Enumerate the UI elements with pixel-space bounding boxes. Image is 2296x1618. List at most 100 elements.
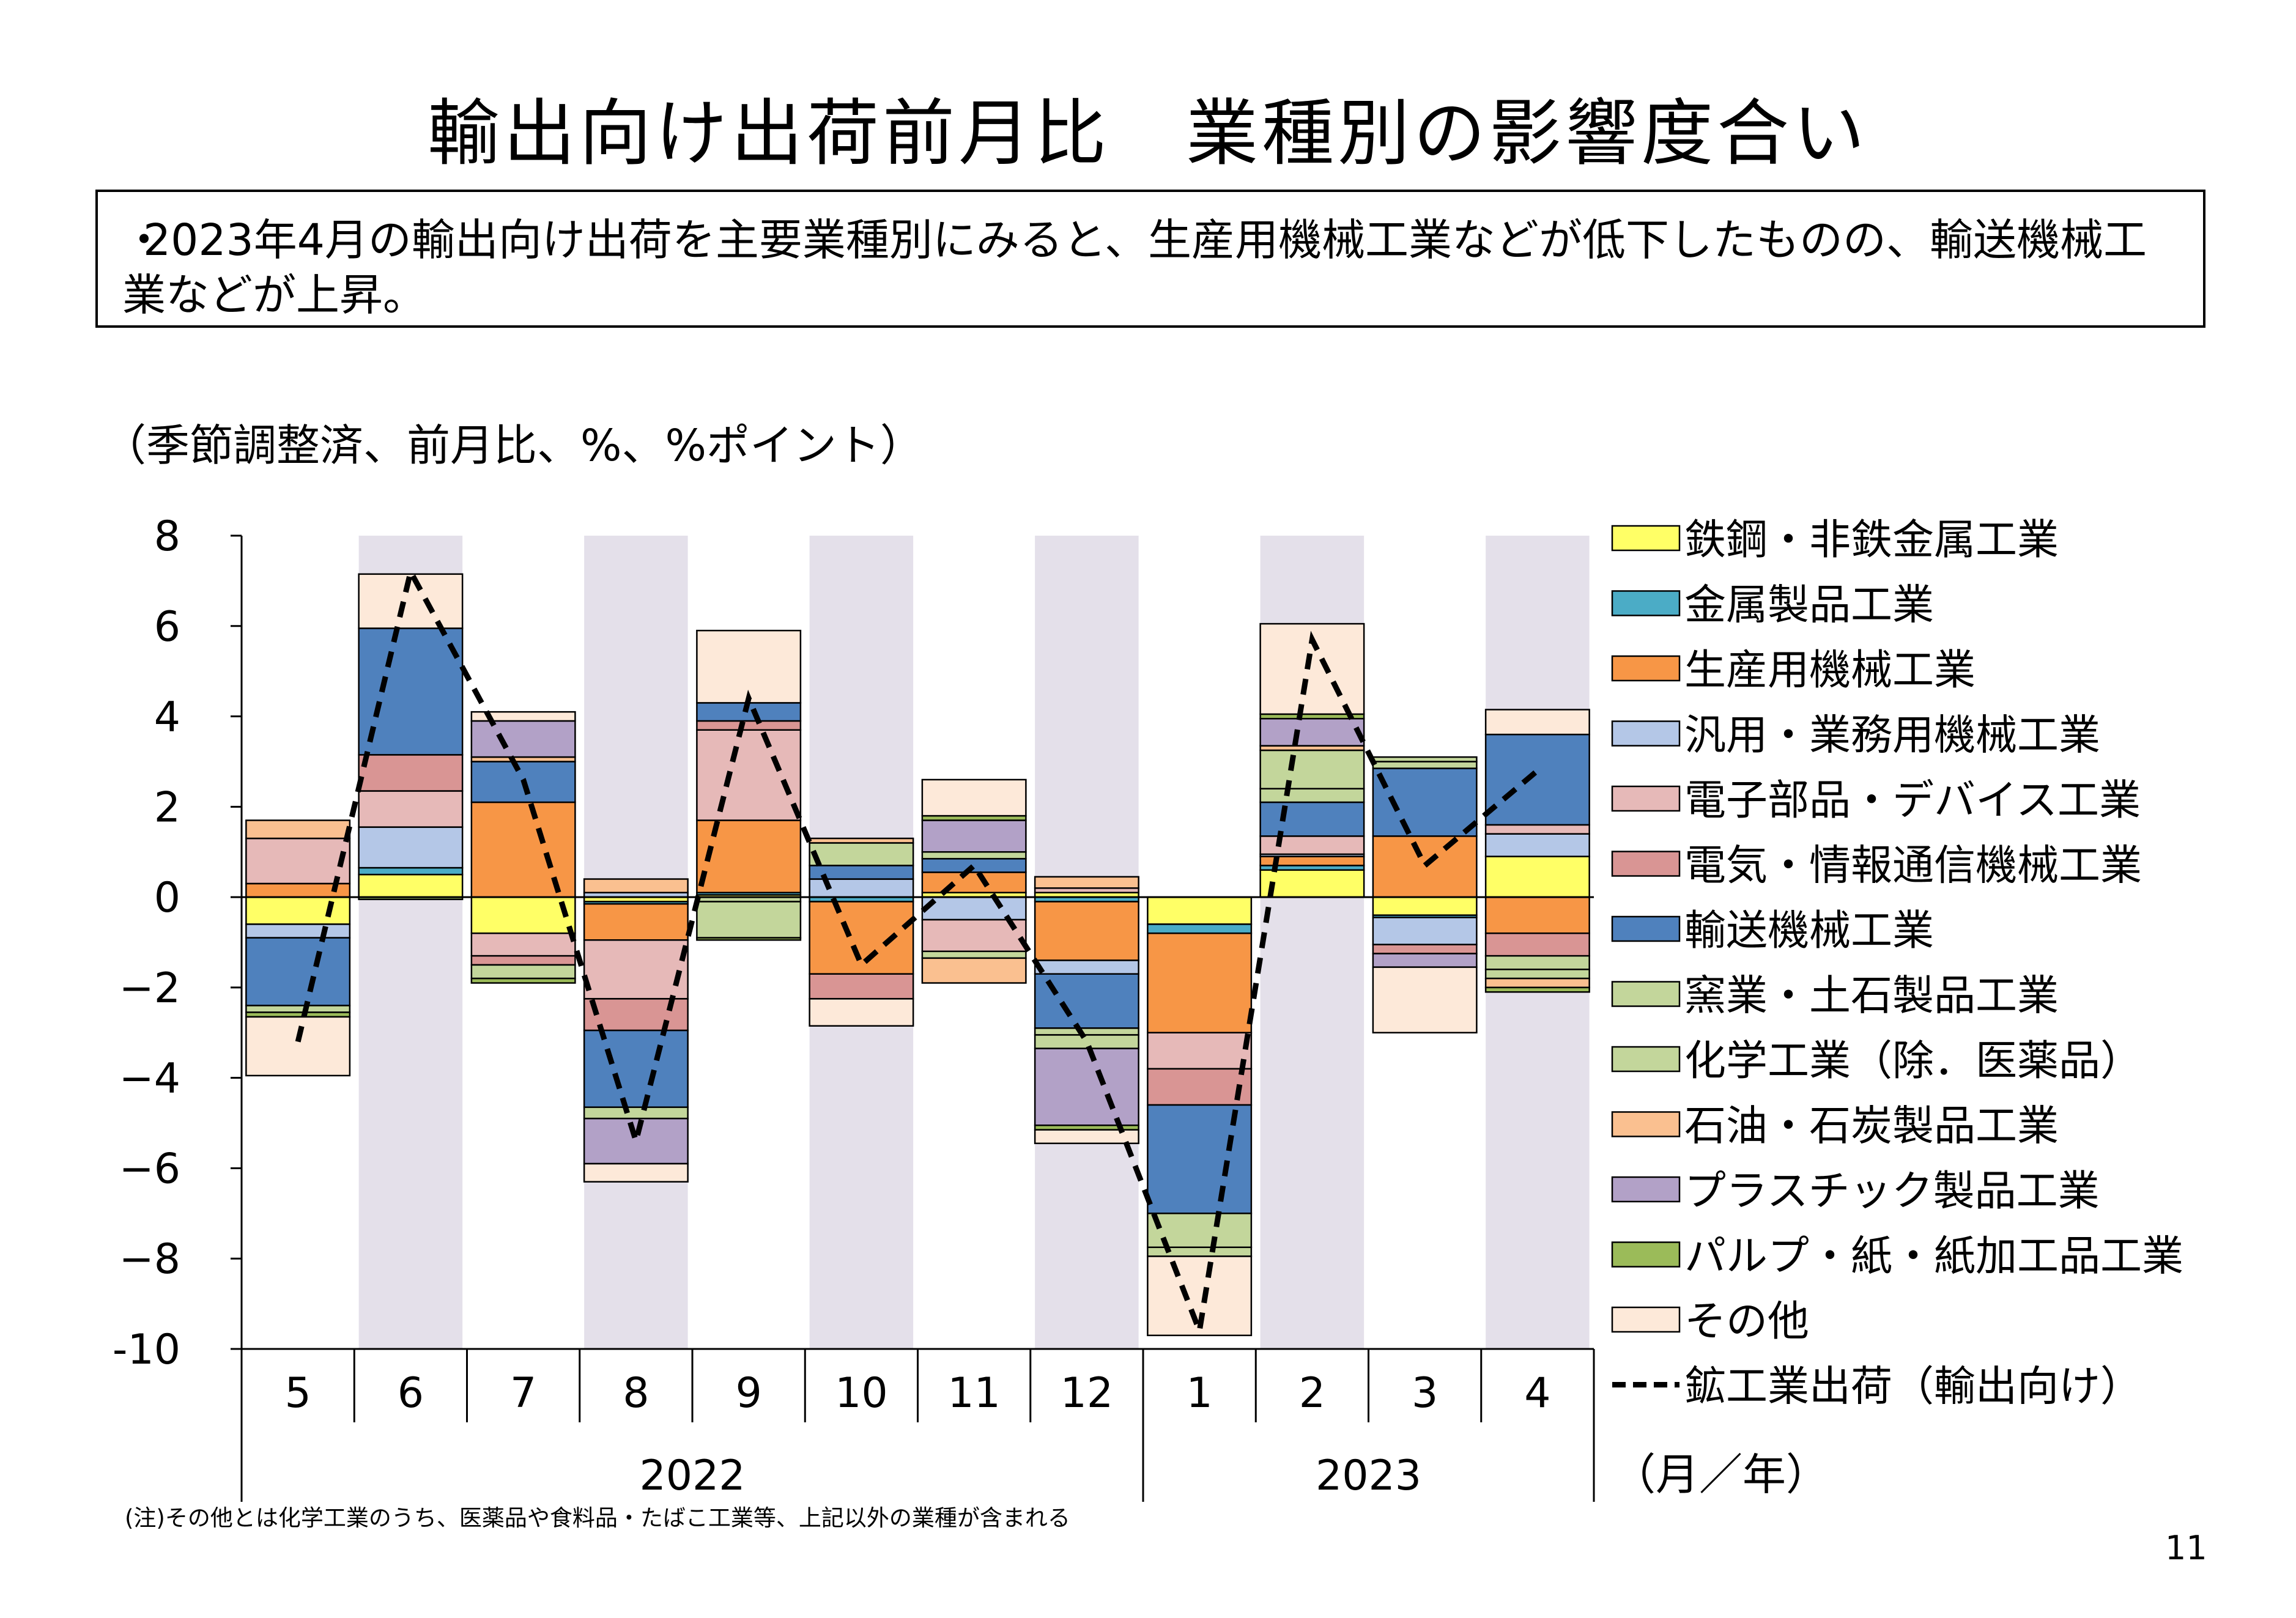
legend-label: 窯業・土石製品工業: [1684, 972, 2059, 1021]
bar-segment: [1372, 966, 1478, 1034]
bar-segment: [1484, 896, 1590, 934]
bar-segment: [696, 720, 802, 731]
bar-segment: [921, 957, 1027, 984]
x-tick-label: 5: [284, 1369, 311, 1417]
bar-segment: [1372, 767, 1478, 837]
bar-segment: [245, 837, 351, 885]
legend-label: その他: [1684, 1298, 1809, 1346]
bar-segment: [921, 778, 1027, 817]
bar-segment: [245, 819, 351, 840]
bar-segment: [1484, 986, 1590, 993]
bar-segment: [358, 627, 464, 756]
bar-segment: [921, 896, 1027, 921]
legend-swatch: [1611, 1176, 1681, 1203]
bar-segment: [1034, 1034, 1139, 1049]
y-tick-label: 8: [154, 512, 180, 561]
y-tick-label: -10: [113, 1326, 180, 1374]
bar-stacks: [245, 573, 1590, 1337]
bar-segment: [809, 973, 914, 1000]
y-tick-label: −4: [119, 1055, 180, 1103]
bar-segment: [358, 873, 464, 898]
bar-segment: [358, 790, 464, 828]
page-number: 11: [2165, 1529, 2207, 1567]
x-unit-label: （月／年）: [1612, 1449, 1829, 1500]
bar-segment: [583, 1162, 689, 1183]
y-tick-label: −2: [119, 964, 180, 1013]
bar-segment: [1259, 869, 1365, 898]
bar-segment: [1259, 788, 1365, 803]
x-tick-label: 8: [623, 1369, 649, 1417]
bar-segment: [1034, 959, 1139, 975]
summary-box: ・2023年4月の輸出向け出荷を主要業種別にみると、生産用機械工業などが低下した…: [95, 190, 2205, 328]
legend-swatch: [1611, 1306, 1681, 1333]
bar-segment: [1259, 718, 1365, 747]
legend-label: 化学工業（除．医薬品）: [1684, 1037, 2142, 1085]
bar-segment: [245, 937, 351, 1007]
bar-segment: [245, 923, 351, 939]
bar-segment: [696, 901, 802, 939]
x-tick-label: 7: [510, 1369, 536, 1417]
bar-segment: [583, 1029, 689, 1108]
bar-segment: [1372, 917, 1478, 945]
bar-segment: [1147, 896, 1253, 925]
footnote: (注)その他とは化学工業のうち、医薬品や食料品・たばこ工業等、上記以外の業種が含…: [125, 1505, 1070, 1531]
legend-swatch: [1611, 590, 1681, 616]
bar-segment: [1147, 1068, 1253, 1106]
bar-segment: [1484, 855, 1590, 898]
bar-segment: [583, 903, 689, 941]
y-tick-label: −8: [119, 1235, 180, 1284]
bar-segment: [1484, 824, 1590, 835]
bar-segment: [809, 842, 914, 866]
bar-segment: [245, 1005, 351, 1013]
bar-segment: [1484, 969, 1590, 980]
bar-segment: [696, 729, 802, 821]
bar-segment: [583, 939, 689, 1000]
bar-segment: [1147, 1032, 1253, 1070]
legend-label: 石油・石炭製品工業: [1684, 1103, 2059, 1151]
legend-swatch: [1611, 1241, 1681, 1268]
legend-label: 金属製品工業: [1684, 582, 1934, 630]
x-tick-label: 6: [398, 1369, 424, 1417]
bar-segment: [1147, 1246, 1253, 1257]
legend-label: 生産用機械工業: [1684, 646, 1976, 695]
bar-segment: [1034, 876, 1139, 889]
legend-swatch: [1611, 1111, 1681, 1137]
page-title: 輸出向け出荷前月比 業種別の影響度合い: [427, 91, 1868, 175]
bar-segment: [809, 998, 914, 1027]
bar-segment: [1372, 896, 1478, 916]
bar-segment: [1484, 833, 1590, 857]
bar-segment: [470, 720, 576, 758]
bar-segment: [470, 977, 576, 984]
bar-segment: [470, 932, 576, 957]
x-tick-label: 12: [1061, 1369, 1114, 1417]
legend-swatch: [1611, 720, 1681, 747]
summary-text: ・2023年4月の輸出向け出荷を主要業種別にみると、生産用機械工業などが低下した…: [122, 213, 2183, 323]
legend-label: プラスチック製品工業: [1684, 1167, 2100, 1216]
bar-segment: [1484, 977, 1590, 989]
legend-swatch: [1611, 525, 1681, 552]
bar-segment: [1259, 749, 1365, 790]
bar-segment: [1034, 1129, 1139, 1145]
legend-label: 鉱工業出荷（輸出向け）: [1684, 1363, 2142, 1411]
x-tick-label: 11: [947, 1369, 1001, 1417]
y-tick-label: −6: [119, 1145, 180, 1193]
bar-segment: [470, 801, 576, 898]
bar-segment: [1372, 756, 1478, 763]
bar-segment: [921, 819, 1027, 853]
x-tick-label: 1: [1186, 1369, 1212, 1417]
bar-segment: [1034, 1047, 1139, 1126]
bar-segment: [583, 878, 689, 893]
legend-label: 輸送機械工業: [1684, 907, 1934, 955]
bar-segment: [1484, 709, 1590, 736]
bar-segment: [1484, 955, 1590, 970]
bar-segment: [358, 826, 464, 869]
bar-segment: [583, 1117, 689, 1165]
legend-label: 鉄鋼・非鉄金属工業: [1684, 516, 2059, 564]
y-tick-label: 2: [154, 783, 180, 832]
line-series-export-shipments: [295, 564, 1539, 1342]
bar-segment: [809, 901, 914, 975]
summary-body: 2023年4月の輸出向け出荷を主要業種別にみると、生産用機械工業などが低下したも…: [122, 215, 2147, 320]
bar-segment: [470, 711, 576, 722]
